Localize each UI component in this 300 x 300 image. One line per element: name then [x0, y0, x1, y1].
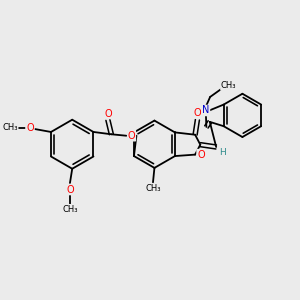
Text: CH₃: CH₃ — [221, 81, 236, 90]
Text: O: O — [128, 131, 135, 141]
Text: N: N — [202, 106, 209, 116]
Text: H: H — [219, 148, 226, 157]
Text: O: O — [104, 109, 112, 118]
Text: O: O — [197, 150, 205, 160]
Text: O: O — [26, 123, 34, 133]
Text: O: O — [194, 108, 201, 118]
Text: O: O — [66, 184, 74, 194]
Text: CH₃: CH₃ — [145, 184, 161, 193]
Text: CH₃: CH₃ — [2, 123, 18, 132]
Text: CH₃: CH₃ — [62, 205, 78, 214]
